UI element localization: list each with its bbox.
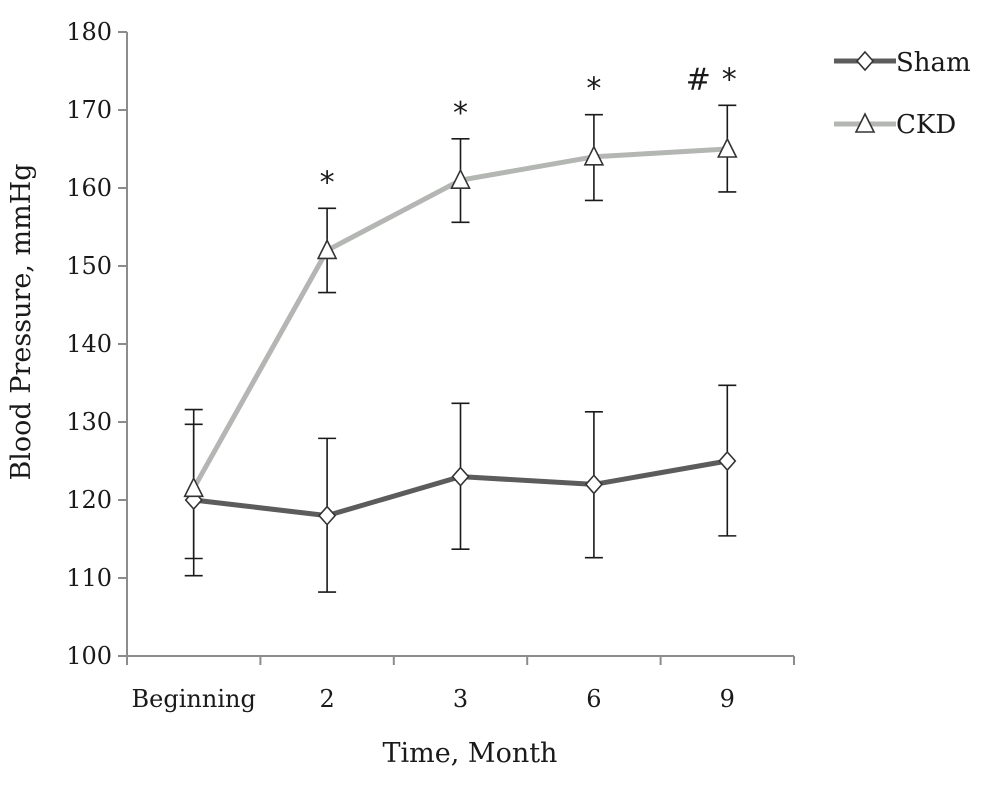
markers (183, 137, 738, 526)
error-bars (184, 104, 737, 593)
y-tick-label: 150 (66, 252, 112, 280)
data-point-ckd (316, 238, 338, 260)
x-axis-title: Time, Month (383, 738, 558, 769)
significance-annotations: * * * # * (320, 62, 737, 200)
legend-diamond-marker (855, 50, 875, 72)
significance-asterisk: * (586, 72, 601, 107)
x-tick-label: 9 (720, 685, 735, 713)
data-point-ckd (717, 137, 738, 158)
y-tick-label: 170 (66, 96, 112, 124)
x-ticks: Beginning 2 3 6 9 (126, 656, 795, 713)
legend-item-sham: Sham (834, 48, 971, 78)
y-tick-label: 140 (66, 330, 112, 358)
x-tick-label: 3 (453, 685, 468, 713)
significance-hash: # (686, 62, 711, 97)
significance-asterisk: * (722, 62, 737, 97)
y-axis-title: Blood Pressure, mmHg (6, 163, 37, 480)
legend: Sham CKD (834, 48, 971, 140)
legend-item-ckd: CKD (834, 110, 956, 140)
y-tick-label: 130 (66, 408, 112, 436)
y-tick-label: 180 (66, 18, 112, 46)
y-tick-label: 120 (66, 486, 112, 514)
data-point-sham (451, 466, 470, 487)
data-point-sham (318, 505, 337, 526)
legend-triangle-marker (854, 112, 876, 133)
legend-label-sham: Sham (896, 48, 971, 78)
significance-asterisk: * (453, 96, 468, 131)
y-tick-label: 110 (66, 564, 112, 592)
significance-asterisk: * (320, 165, 335, 200)
data-point-sham (718, 450, 737, 472)
y-ticks: 100 110 120 130 140 150 160 170 180 (66, 18, 127, 670)
x-tick-label: 2 (319, 685, 334, 713)
data-point-sham (584, 474, 603, 495)
data-point-ckd (583, 145, 605, 166)
data-point-ckd (183, 476, 204, 498)
x-tick-label: Beginning (132, 685, 256, 713)
y-tick-label: 100 (66, 642, 112, 670)
y-tick-label: 160 (66, 174, 112, 202)
data-point-ckd (450, 168, 471, 189)
legend-label-ckd: CKD (896, 110, 956, 140)
x-tick-label: 6 (586, 685, 601, 713)
